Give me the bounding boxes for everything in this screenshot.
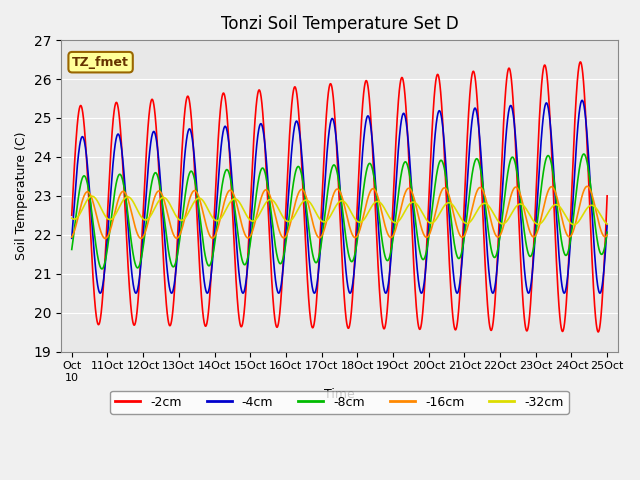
-32cm — [218, 215, 225, 220]
-2cm — [182, 96, 190, 102]
-8cm — [183, 183, 191, 189]
-4cm — [604, 222, 611, 228]
Title: Tonzi Soil Temperature Set D: Tonzi Soil Temperature Set D — [221, 15, 458, 33]
-32cm — [552, 202, 560, 207]
Text: TZ_fmet: TZ_fmet — [72, 56, 129, 69]
-4cm — [401, 113, 409, 119]
-4cm — [310, 290, 318, 296]
-8cm — [401, 159, 409, 165]
-32cm — [392, 220, 399, 226]
Legend: -2cm, -4cm, -8cm, -16cm, -32cm: -2cm, -4cm, -8cm, -16cm, -32cm — [110, 391, 568, 414]
-16cm — [183, 208, 191, 214]
-4cm — [218, 143, 225, 148]
-2cm — [577, 59, 584, 65]
-2cm — [218, 99, 225, 105]
-8cm — [603, 230, 611, 236]
-8cm — [392, 215, 399, 221]
-32cm — [570, 222, 578, 228]
Line: -32cm: -32cm — [72, 196, 607, 225]
Line: -8cm: -8cm — [72, 154, 607, 269]
-32cm — [88, 193, 96, 199]
-32cm — [603, 221, 611, 227]
-16cm — [604, 232, 611, 238]
Y-axis label: Soil Temperature (C): Soil Temperature (C) — [15, 132, 28, 260]
-32cm — [604, 221, 611, 227]
-16cm — [102, 236, 109, 241]
-2cm — [604, 193, 611, 199]
-2cm — [68, 213, 76, 218]
-8cm — [68, 247, 76, 252]
-8cm — [552, 197, 560, 203]
Line: -16cm: -16cm — [72, 186, 607, 239]
-16cm — [392, 227, 399, 232]
-2cm — [603, 196, 611, 202]
-4cm — [392, 186, 399, 192]
-2cm — [401, 91, 409, 96]
-4cm — [552, 213, 560, 219]
-32cm — [183, 213, 191, 219]
-32cm — [68, 215, 76, 221]
-16cm — [584, 183, 591, 189]
-8cm — [604, 229, 611, 235]
-4cm — [603, 224, 611, 230]
-16cm — [218, 211, 225, 217]
-2cm — [392, 148, 399, 154]
-2cm — [552, 255, 560, 261]
-16cm — [401, 191, 409, 196]
-32cm — [401, 208, 409, 214]
X-axis label: Time: Time — [324, 388, 355, 401]
-16cm — [603, 232, 611, 238]
-4cm — [182, 137, 190, 143]
-4cm — [68, 235, 76, 241]
-8cm — [98, 266, 106, 272]
Line: -4cm: -4cm — [72, 100, 607, 293]
-8cm — [580, 151, 588, 157]
-16cm — [68, 234, 76, 240]
-2cm — [595, 329, 602, 335]
-4cm — [579, 97, 586, 103]
-8cm — [218, 187, 225, 193]
Line: -2cm: -2cm — [72, 62, 607, 332]
-16cm — [552, 192, 560, 198]
